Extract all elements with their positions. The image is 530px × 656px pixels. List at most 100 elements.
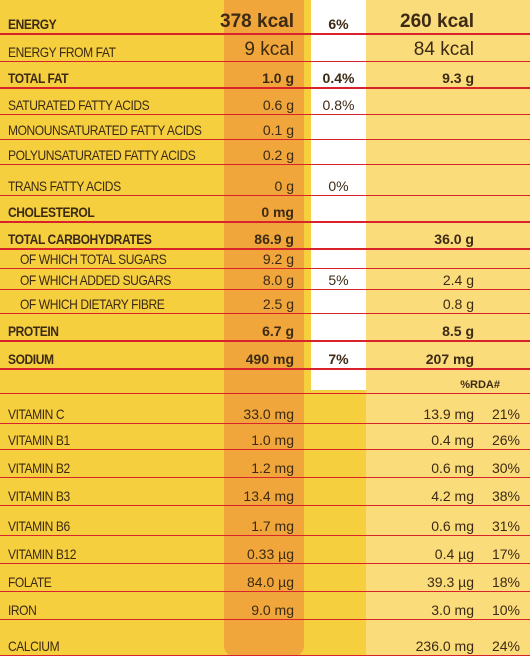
daily-percent-value: 0%	[328, 178, 349, 194]
per-serving-value: 8.5 g	[442, 323, 474, 339]
table-row: MONOUNSATURATED FATTY ACIDS 0.1 g	[0, 115, 530, 140]
per-100g-value: 9.2 g	[262, 251, 294, 267]
per-100g-value: 9 kcal	[244, 39, 294, 60]
rda-header: %RDA#	[460, 379, 500, 391]
per-serving-value: 0.6 mg	[431, 460, 474, 476]
table-row: VITAMIN B1 1.0 mg 0.4 mg 26%	[0, 424, 530, 450]
table-row: OF WHICH ADDED SUGARS 8.0 g 5% 2.4 g	[0, 269, 530, 290]
nutrient-label: ENERGY	[8, 16, 57, 32]
per-serving-value: 207 mg	[425, 351, 474, 367]
per-100g-value: 6.7 g	[262, 323, 294, 339]
table-row: SODIUM 490 mg 7% 207 mg	[0, 342, 530, 370]
table-row: CHOLESTEROL 0 mg	[0, 196, 530, 223]
nutrient-label: FOLATE	[8, 574, 52, 590]
per-100g-value: 13.4 mg	[243, 488, 294, 504]
rda-percent-value: 10%	[491, 602, 520, 618]
per-100g-value: 1.7 mg	[251, 518, 294, 534]
daily-percent-value: 0.4%	[322, 70, 355, 86]
per-100g-value: 1.2 mg	[251, 460, 294, 476]
table-row: SATURATED FATTY ACIDS 0.6 g 0.8%	[0, 89, 530, 115]
table-row: TRANS FATTY ACIDS 0 g 0%	[0, 165, 530, 196]
nutrient-label: SATURATED FATTY ACIDS	[8, 97, 150, 113]
daily-percent-value: 0.8%	[322, 97, 355, 113]
nutrient-label: VITAMIN B12	[8, 546, 76, 562]
per-100g-value: 0.2 g	[262, 147, 294, 163]
nutrient-label: POLYUNSATURATED FATTY ACIDS	[8, 147, 196, 163]
per-100g-value: 0 mg	[261, 204, 294, 220]
table-row: VITAMIN C 33.0 mg 13.9 mg 21%	[0, 394, 530, 424]
per-100g-value: 8.0 g	[262, 272, 294, 288]
per-serving-value: 36.0 g	[434, 231, 474, 247]
nutrient-label: CALCIUM	[8, 638, 60, 654]
table-row: OF WHICH DIETARY FIBRE 2.5 g 0.8 g	[0, 290, 530, 314]
table-row: PROTEIN 6.7 g 8.5 g	[0, 314, 530, 342]
nutrient-label: OF WHICH ADDED SUGARS	[20, 272, 171, 288]
per-serving-value: 0.4 µg	[434, 546, 474, 562]
nutrient-label: IRON	[8, 602, 37, 618]
rda-percent-value: 30%	[491, 460, 520, 476]
per-100g-value: 378 kcal	[220, 11, 294, 32]
nutrient-label: TRANS FATTY ACIDS	[8, 178, 121, 194]
table-row: FOLATE 84.0 µg 39.3 µg 18%	[0, 564, 530, 592]
per-100g-value: 84.0 µg	[247, 574, 294, 590]
nutrient-label: VITAMIN B2	[8, 460, 70, 476]
per-100g-value: 0 g	[274, 178, 294, 194]
per-100g-value: 0.1 g	[262, 122, 294, 138]
nutrient-label: OF WHICH DIETARY FIBRE	[20, 296, 165, 312]
per-serving-value: 3.0 mg	[431, 602, 474, 618]
daily-percent-value: 7%	[328, 351, 349, 367]
nutrient-label: VITAMIN B3	[8, 488, 70, 504]
per-100g-value: 86.9 g	[254, 231, 294, 247]
rda-percent-value: 31%	[491, 518, 520, 534]
table-row: TOTAL CARBOHYDRATES 86.9 g 36.0 g	[0, 223, 530, 250]
rda-percent-value: 17%	[491, 546, 520, 562]
nutrient-label: MONOUNSATURATED FATTY ACIDS	[8, 122, 202, 138]
daily-percent-value: 5%	[328, 272, 349, 288]
per-100g-value: 1.0 mg	[251, 432, 294, 448]
table-row: TOTAL FAT 1.0 g 0.4% 9.3 g	[0, 62, 530, 89]
rda-percent-value: 21%	[491, 406, 520, 422]
nutrient-label: CHOLESTEROL	[8, 204, 95, 220]
table-row: VITAMIN B3 13.4 mg 4.2 mg 38%	[0, 478, 530, 506]
per-serving-value: 0.8 g	[442, 296, 474, 312]
per-100g-value: 9.0 mg	[251, 602, 294, 618]
per-serving-value: 0.4 mg	[431, 432, 474, 448]
table-row: ENERGY FROM FAT 9 kcal 84 kcal	[0, 35, 530, 62]
per-100g-column-bg	[224, 0, 304, 656]
per-100g-value: 0.33 µg	[247, 546, 294, 562]
per-serving-value: 260 kcal	[400, 11, 474, 32]
table-row: VITAMIN B2 1.2 mg 0.6 mg 30%	[0, 450, 530, 478]
nutrient-label: VITAMIN B6	[8, 518, 70, 534]
per-serving-value: 2.4 g	[442, 272, 474, 288]
rda-percent-value: 18%	[491, 574, 520, 590]
table-row: IRON 9.0 mg 3.0 mg 10%	[0, 592, 530, 620]
daily-percent-value: 6%	[328, 16, 349, 32]
nutrient-label: VITAMIN B1	[8, 432, 70, 448]
table-row: VITAMIN B12 0.33 µg 0.4 µg 17%	[0, 536, 530, 564]
nutrient-label: VITAMIN C	[8, 406, 65, 422]
per-serving-value: 13.9 mg	[423, 406, 474, 422]
per-serving-value: 84 kcal	[413, 39, 474, 60]
per-serving-value: 4.2 mg	[431, 488, 474, 504]
nutrient-label: ENERGY FROM FAT	[8, 44, 116, 60]
per-serving-value: 236.0 mg	[415, 638, 474, 654]
per-100g-value: 1.0 g	[262, 70, 294, 86]
table-row: OF WHICH TOTAL SUGARS 9.2 g	[0, 250, 530, 269]
per-100g-value: 490 mg	[245, 351, 294, 367]
nutrient-label: PROTEIN	[8, 323, 59, 339]
table-row: %RDA#	[0, 370, 530, 394]
per-100g-value: 2.5 g	[262, 296, 294, 312]
nutrient-label: SODIUM	[8, 351, 54, 367]
per-serving-column-bg	[366, 0, 530, 656]
table-row: ENERGY 378 kcal 6% 260 kcal	[0, 0, 530, 35]
rda-percent-value: 24%	[491, 638, 520, 654]
per-serving-value: 9.3 g	[442, 70, 474, 86]
per-100g-value: 33.0 mg	[243, 406, 294, 422]
nutrient-label: TOTAL FAT	[8, 70, 69, 86]
rda-percent-value: 38%	[491, 488, 520, 504]
nutrient-label: TOTAL CARBOHYDRATES	[8, 231, 152, 247]
nutrient-label: OF WHICH TOTAL SUGARS	[20, 251, 167, 267]
per-serving-value: 0.6 mg	[431, 518, 474, 534]
table-row: CALCIUM 236.0 mg 24%	[0, 620, 530, 656]
